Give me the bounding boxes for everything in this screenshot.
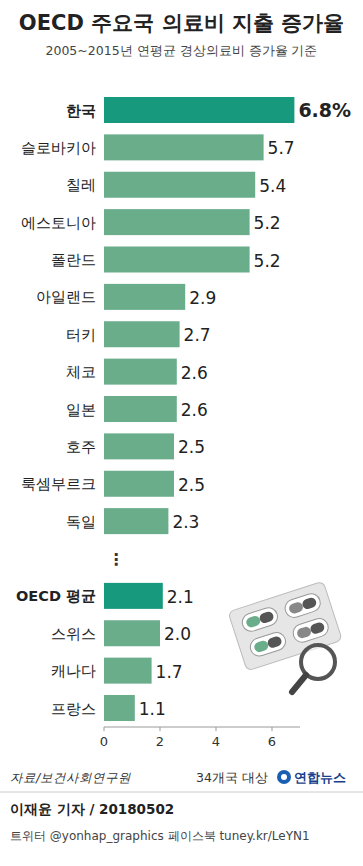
tick xyxy=(160,727,161,731)
bar xyxy=(104,97,294,123)
data-label: 5.2 xyxy=(254,251,281,271)
bar xyxy=(104,359,177,385)
data-label: 1.1 xyxy=(139,699,166,719)
bar xyxy=(104,396,177,422)
tick xyxy=(216,727,217,731)
bar xyxy=(104,695,135,721)
data-label: 2.6 xyxy=(181,400,208,420)
tick-label: 6 xyxy=(268,734,276,749)
byline: 이재윤 기자 / 20180502 xyxy=(10,801,174,817)
category-label: 체코 xyxy=(66,364,96,380)
category-label: 프랑스 xyxy=(51,701,96,717)
bar xyxy=(104,247,250,273)
x-axis xyxy=(104,727,300,728)
category-label: 일본 xyxy=(66,402,96,418)
tick xyxy=(104,727,105,731)
category-label: 캐나다 xyxy=(51,663,96,679)
tick-label: 2 xyxy=(156,734,164,749)
logo-icon xyxy=(277,770,291,784)
pill xyxy=(253,639,269,653)
tick-label: 4 xyxy=(212,734,220,749)
bar xyxy=(104,508,168,534)
data-label: 5.4 xyxy=(259,176,286,196)
data-label: 2.7 xyxy=(184,325,211,345)
background xyxy=(0,0,363,866)
category-label: 한국 xyxy=(66,103,96,119)
bar xyxy=(104,471,174,497)
title: OECD 주요국 의료비 지출 증가율 xyxy=(19,11,344,35)
category-label: 룩셈부르크 xyxy=(21,476,96,492)
category-label: 터키 xyxy=(66,327,96,343)
data-label: 5.2 xyxy=(254,213,281,233)
data-label: 2.1 xyxy=(167,587,194,607)
category-label: 폴란드 xyxy=(51,252,96,268)
pill xyxy=(266,635,282,649)
handle xyxy=(292,675,306,692)
pill-slot xyxy=(248,630,288,658)
data-label: 2.5 xyxy=(178,437,205,457)
category-label: 호주 xyxy=(66,439,96,455)
note: 34개국 대상 xyxy=(196,770,268,785)
tick-label: 0 xyxy=(100,734,108,749)
data-label: 2.9 xyxy=(189,288,216,308)
magnifier xyxy=(292,645,335,692)
pill xyxy=(301,597,317,611)
bar xyxy=(104,284,185,310)
logo-icon-inner xyxy=(281,774,287,780)
pill xyxy=(288,601,304,615)
separator xyxy=(0,792,363,793)
tick xyxy=(272,727,273,731)
pill xyxy=(245,615,261,629)
category-label: 아일랜드 xyxy=(36,289,96,305)
pill xyxy=(258,610,274,624)
pill-slot xyxy=(240,605,280,633)
pill-slot xyxy=(291,616,331,644)
logo: 연합뉴스 xyxy=(294,770,346,785)
ellipsis: ⋮ xyxy=(108,550,124,569)
pill-slot xyxy=(283,591,323,619)
category-label: OECD 평균 xyxy=(16,588,96,604)
bar xyxy=(104,321,180,347)
category-label: 칠레 xyxy=(66,177,96,193)
data-label: 5.7 xyxy=(268,138,295,158)
bar xyxy=(104,658,152,684)
data-label: 1.7 xyxy=(156,662,183,682)
chart: OECD 주요국 의료비 지출 증가율 2005~2015년 연평균 경상의료비 … xyxy=(0,0,363,866)
data-label: 2.5 xyxy=(178,475,205,495)
source: 자료/보건사회연구원 xyxy=(10,770,131,785)
pill xyxy=(296,626,312,640)
category-label: 독일 xyxy=(66,514,96,530)
data-label: 2.6 xyxy=(181,363,208,383)
bar xyxy=(104,433,174,459)
bar xyxy=(104,172,255,198)
pill xyxy=(309,621,325,635)
bar xyxy=(104,209,250,235)
bar xyxy=(104,620,160,646)
subtitle: 2005~2015년 연평균 경상의료비 증가율 기준 xyxy=(46,43,318,58)
bars xyxy=(104,97,294,721)
bar xyxy=(104,583,163,609)
category-label: 스위스 xyxy=(51,626,96,642)
category-label: 에스토니아 xyxy=(21,215,96,231)
data-label: 6.8% xyxy=(298,99,351,121)
data-label: 2.0 xyxy=(164,624,191,644)
category-label: 슬로바키아 xyxy=(21,140,96,156)
bar xyxy=(104,134,264,160)
social: 트위터 @yonhap_graphics 페이스북 tuney.kr/LeYN1 xyxy=(10,829,310,843)
data-label: 2.3 xyxy=(172,512,199,532)
